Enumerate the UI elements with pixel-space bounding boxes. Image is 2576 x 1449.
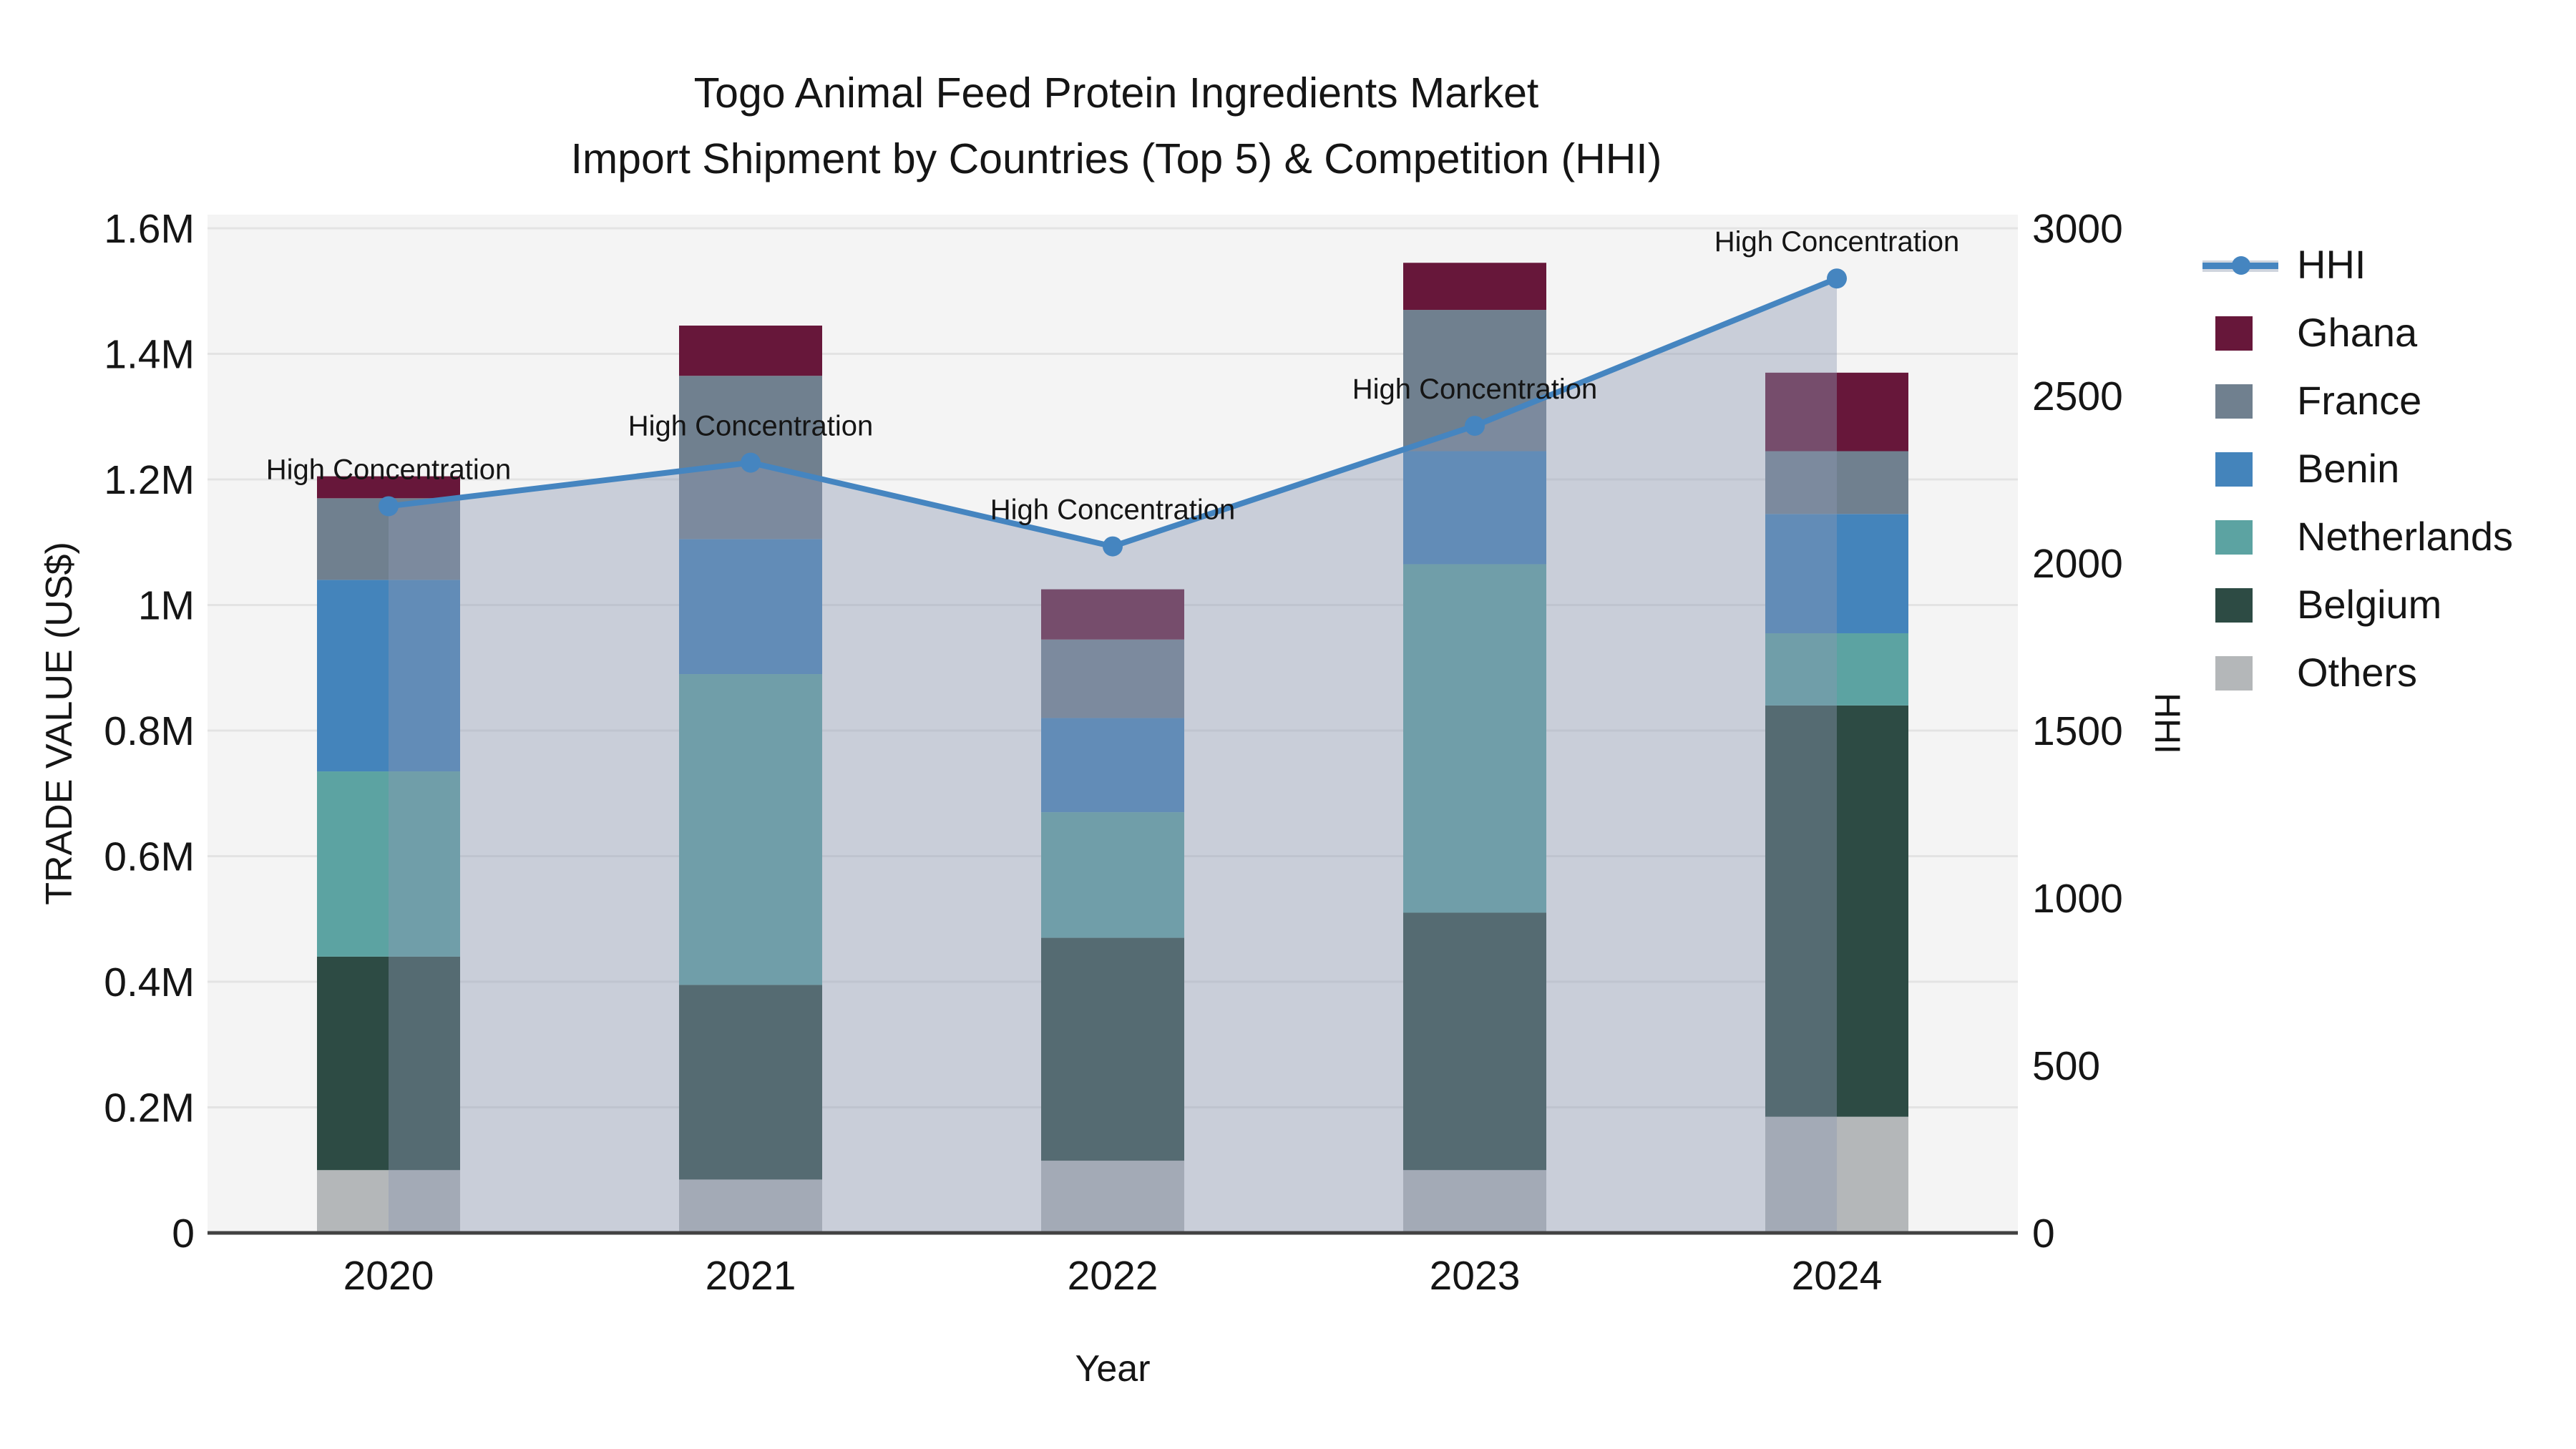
annotation-high-concentration-2023: High Concentration xyxy=(1352,374,1597,405)
legend-item-netherlands[interactable]: Netherlands xyxy=(2202,502,2513,570)
annotation-high-concentration-2020: High Concentration xyxy=(266,454,511,485)
bar-segment-netherlands-2023 xyxy=(1403,564,1546,913)
chart-title: Togo Animal Feed Protein Ingredients Mar… xyxy=(0,60,2233,192)
bar-segment-ghana-2020 xyxy=(317,476,460,499)
bar-segment-belgium-2021 xyxy=(679,985,822,1180)
legend-item-ghana[interactable]: Ghana xyxy=(2202,298,2513,366)
bar-segment-belgium-2022 xyxy=(1041,937,1184,1161)
legend-label-benin: Benin xyxy=(2297,446,2400,491)
bar-segment-netherlands-2020 xyxy=(317,771,460,957)
bar-segment-ghana-2021 xyxy=(679,326,822,376)
legend-label-hhi: HHI xyxy=(2297,242,2366,287)
hhi-marker-2022 xyxy=(1103,536,1123,557)
bar-segment-benin-2022 xyxy=(1041,718,1184,813)
bar-segment-others-2021 xyxy=(679,1179,822,1233)
bar-segment-others-2023 xyxy=(1403,1170,1546,1233)
y-left-tick-0: 0 xyxy=(172,1211,195,1257)
y-left-tick-1.4M: 1.4M xyxy=(104,332,195,378)
legend-item-france[interactable]: France xyxy=(2202,366,2513,434)
x-tick-2022: 2022 xyxy=(1068,1253,1158,1299)
legend: HHI Ghana France Benin Netherlands Belgium Oth… xyxy=(2202,230,2513,706)
bar-segment-belgium-2024 xyxy=(1765,705,1908,1117)
bar-segment-netherlands-2021 xyxy=(679,674,822,985)
others-swatch-icon xyxy=(2202,651,2278,694)
x-tick-2020: 2020 xyxy=(343,1253,434,1299)
y-left-tick-0.6M: 0.6M xyxy=(104,834,195,880)
y-right-tick-500: 500 xyxy=(2032,1043,2100,1089)
bar-segment-others-2022 xyxy=(1041,1161,1184,1233)
annotation-high-concentration-2022: High Concentration xyxy=(990,494,1235,526)
y-left-tick-1M: 1M xyxy=(138,583,195,629)
y-right-tick-3000: 3000 xyxy=(2032,206,2123,252)
legend-item-benin[interactable]: Benin xyxy=(2202,434,2513,502)
benin-color-patch xyxy=(2215,452,2253,487)
y-right-tick-1000: 1000 xyxy=(2032,876,2123,922)
y-left-tick-1.2M: 1.2M xyxy=(104,457,195,503)
annotation-high-concentration-2024: High Concentration xyxy=(1714,226,1959,258)
x-tick-2021: 2021 xyxy=(706,1253,796,1299)
legend-item-belgium[interactable]: Belgium xyxy=(2202,570,2513,638)
ghana-swatch-icon xyxy=(2202,311,2278,354)
y-right-tick-0: 0 xyxy=(2032,1211,2055,1257)
legend-item-others[interactable]: Others xyxy=(2202,638,2513,706)
hhi-marker-swatch xyxy=(2232,255,2250,275)
hhi-marker-2020 xyxy=(379,496,399,517)
y-left-tick-0.8M: 0.8M xyxy=(104,708,195,754)
y-right-tick-2000: 2000 xyxy=(2032,541,2123,587)
others-color-patch xyxy=(2215,655,2253,691)
bar-segment-others-2020 xyxy=(317,1170,460,1233)
chart-title-line1: Togo Animal Feed Protein Ingredients Mar… xyxy=(693,69,1539,117)
bar-segment-france-2024 xyxy=(1765,451,1908,514)
bar-segment-ghana-2022 xyxy=(1041,589,1184,640)
y-left-tick-0.4M: 0.4M xyxy=(104,960,195,1005)
bar-segment-others-2024 xyxy=(1765,1116,1908,1233)
y-left-tick-0.2M: 0.2M xyxy=(104,1085,195,1131)
bar-segment-benin-2023 xyxy=(1403,451,1546,565)
bar-segment-ghana-2023 xyxy=(1403,263,1546,311)
benin-swatch-icon xyxy=(2202,447,2278,490)
bar-segment-france-2022 xyxy=(1041,639,1184,718)
y-left-tick-1.6M: 1.6M xyxy=(104,206,195,252)
hhi-area-fill xyxy=(389,278,1837,1234)
bar-segment-benin-2024 xyxy=(1765,514,1908,633)
belgium-color-patch xyxy=(2215,587,2253,623)
legend-item-hhi[interactable]: HHI xyxy=(2202,230,2513,298)
chart-title-line2: Import Shipment by Countries (Top 5) & C… xyxy=(570,135,1662,182)
legend-label-france: France xyxy=(2297,378,2422,423)
hhi-line-icon xyxy=(2202,243,2278,286)
netherlands-color-patch xyxy=(2215,519,2253,555)
hhi-marker-2024 xyxy=(1827,268,1847,289)
y-right-axis-title: HHI xyxy=(2147,693,2187,754)
x-tick-2023: 2023 xyxy=(1430,1253,1521,1299)
hhi-marker-2023 xyxy=(1465,416,1485,436)
hhi-marker-2021 xyxy=(741,452,761,473)
bar-segment-benin-2020 xyxy=(317,580,460,772)
x-axis-title: Year xyxy=(1075,1348,1150,1390)
france-color-patch xyxy=(2215,384,2253,419)
annotation-high-concentration-2021: High Concentration xyxy=(628,411,873,442)
bar-segment-netherlands-2022 xyxy=(1041,812,1184,938)
legend-label-belgium: Belgium xyxy=(2297,582,2442,627)
belgium-swatch-icon xyxy=(2202,583,2278,626)
legend-label-others: Others xyxy=(2297,650,2418,695)
netherlands-swatch-icon xyxy=(2202,515,2278,558)
bar-segment-ghana-2024 xyxy=(1765,372,1908,452)
legend-label-netherlands: Netherlands xyxy=(2297,514,2513,559)
bar-segment-belgium-2023 xyxy=(1403,912,1546,1171)
bar-segment-netherlands-2024 xyxy=(1765,633,1908,706)
france-swatch-icon xyxy=(2202,379,2278,422)
ghana-color-patch xyxy=(2215,316,2253,351)
y-left-axis-title: TRADE VALUE (US$) xyxy=(39,542,80,905)
x-tick-2024: 2024 xyxy=(1792,1253,1883,1299)
bar-segment-benin-2021 xyxy=(679,539,822,675)
y-right-tick-2500: 2500 xyxy=(2032,374,2123,419)
bar-segment-belgium-2020 xyxy=(317,956,460,1171)
legend-label-ghana: Ghana xyxy=(2297,310,2418,355)
y-right-tick-1500: 1500 xyxy=(2032,708,2123,754)
